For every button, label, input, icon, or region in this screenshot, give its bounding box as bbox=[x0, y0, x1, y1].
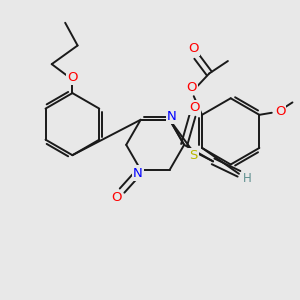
Text: O: O bbox=[112, 191, 122, 204]
Text: O: O bbox=[67, 71, 78, 84]
Text: H: H bbox=[243, 172, 252, 185]
Text: O: O bbox=[188, 42, 199, 55]
Text: S: S bbox=[189, 149, 198, 162]
Text: N: N bbox=[167, 110, 177, 123]
Text: O: O bbox=[189, 101, 200, 114]
Text: O: O bbox=[275, 105, 285, 118]
Text: O: O bbox=[186, 81, 197, 94]
Text: N: N bbox=[133, 167, 142, 179]
